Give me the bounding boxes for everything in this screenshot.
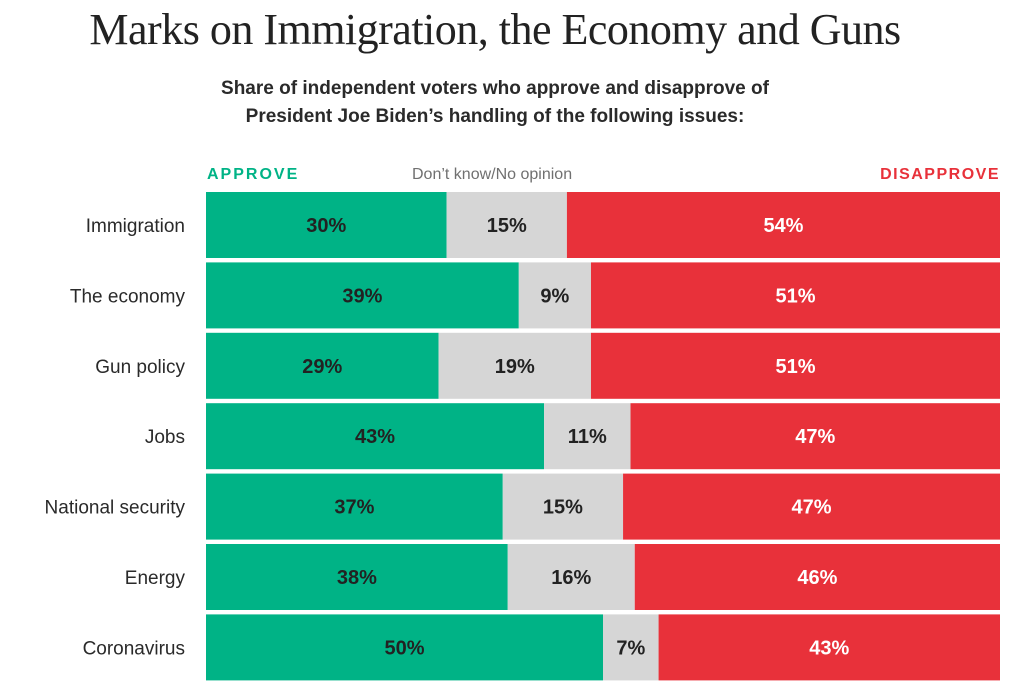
bar-segment-dont-know bbox=[507, 544, 635, 610]
bar-segment-approve bbox=[206, 192, 447, 258]
legend-disapprove: DISAPPROVE bbox=[880, 166, 1000, 183]
data-label: 29% bbox=[302, 356, 342, 378]
data-label: 51% bbox=[775, 356, 815, 378]
bar-segment-dont-know bbox=[544, 403, 631, 470]
bar-segment-approve bbox=[206, 614, 603, 681]
bar-segment-dont-know bbox=[438, 332, 591, 399]
bar-segment-disapprove bbox=[566, 192, 1000, 258]
data-label: 47% bbox=[792, 497, 832, 519]
data-label: 16% bbox=[551, 567, 591, 589]
data-label: 46% bbox=[797, 567, 837, 589]
bar-segment-approve bbox=[206, 544, 508, 610]
bar-segment-disapprove bbox=[590, 262, 1000, 329]
data-label: 39% bbox=[342, 285, 382, 307]
category-label: National security bbox=[45, 498, 186, 519]
data-label: 38% bbox=[337, 567, 377, 589]
bar-segment-dont-know bbox=[446, 192, 567, 258]
chart-subtitle-line-2: President Joe Biden’s handling of the fo… bbox=[245, 106, 745, 127]
category-label: The economy bbox=[70, 286, 186, 307]
bar-segment-approve bbox=[206, 473, 503, 540]
bar-segment-dont-know bbox=[518, 262, 591, 329]
bar-segment-approve bbox=[206, 332, 439, 399]
category-label: Energy bbox=[125, 568, 186, 589]
category-label: Coronavirus bbox=[83, 638, 185, 659]
chart-title: Marks on Immigration, the Economy and Gu… bbox=[89, 5, 901, 54]
bar-segment-disapprove bbox=[634, 544, 1000, 610]
data-label: 50% bbox=[384, 637, 424, 659]
bar-segment-dont-know bbox=[502, 473, 624, 540]
bar-segment-disapprove bbox=[630, 403, 1000, 470]
category-label: Gun policy bbox=[95, 357, 185, 378]
data-label: 9% bbox=[540, 285, 569, 307]
data-label: 37% bbox=[334, 497, 374, 519]
data-label: 30% bbox=[306, 215, 346, 237]
category-label: Immigration bbox=[86, 216, 185, 237]
chart-subtitle-line-1: Share of independent voters who approve … bbox=[221, 78, 769, 99]
bar-segment-disapprove bbox=[623, 473, 1000, 540]
data-label: 15% bbox=[487, 215, 527, 237]
data-label: 51% bbox=[775, 285, 815, 307]
data-label: 11% bbox=[568, 426, 607, 448]
data-label: 54% bbox=[763, 215, 803, 237]
bar-segment-approve bbox=[206, 403, 545, 470]
legend-dont-know: Don’t know/No opinion bbox=[412, 166, 573, 183]
bar-segment-dont-know bbox=[603, 614, 659, 681]
bar-segment-approve bbox=[206, 262, 519, 329]
legend-approve: APPROVE bbox=[207, 166, 300, 183]
data-label: 19% bbox=[495, 356, 535, 378]
data-label: 47% bbox=[795, 426, 835, 448]
category-label: Jobs bbox=[145, 427, 185, 448]
bar-segment-disapprove bbox=[590, 332, 1000, 399]
data-label: 7% bbox=[616, 637, 645, 659]
bar-segment-disapprove bbox=[658, 614, 1000, 681]
data-label: 43% bbox=[809, 637, 849, 659]
data-label: 15% bbox=[543, 497, 583, 519]
data-label: 43% bbox=[355, 426, 395, 448]
